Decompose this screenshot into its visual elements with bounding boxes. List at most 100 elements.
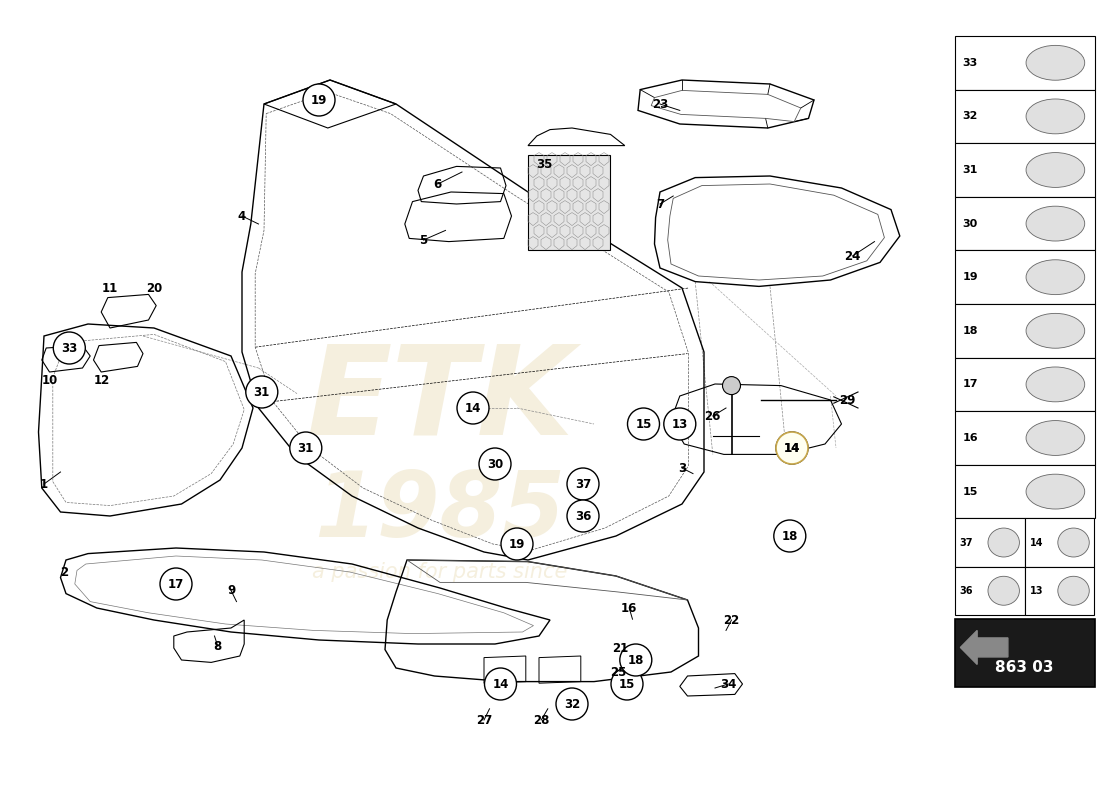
Text: 19: 19 xyxy=(509,538,525,550)
Ellipse shape xyxy=(1026,260,1085,294)
Text: 17: 17 xyxy=(962,379,978,390)
Text: 14: 14 xyxy=(1030,538,1043,547)
Circle shape xyxy=(160,568,192,600)
Text: 24: 24 xyxy=(845,250,860,262)
Bar xyxy=(955,90,1094,143)
Ellipse shape xyxy=(1058,576,1089,606)
Circle shape xyxy=(663,408,696,440)
Ellipse shape xyxy=(988,528,1020,557)
Circle shape xyxy=(566,500,600,532)
Bar xyxy=(955,518,1024,566)
Text: 16: 16 xyxy=(621,602,637,614)
Text: 18: 18 xyxy=(628,654,643,666)
Text: 5: 5 xyxy=(419,234,428,246)
Bar xyxy=(955,619,1094,687)
Bar xyxy=(1024,566,1094,615)
Circle shape xyxy=(627,408,660,440)
Text: 36: 36 xyxy=(575,510,591,522)
Text: 35: 35 xyxy=(537,158,552,170)
Text: 1985: 1985 xyxy=(315,468,565,556)
Text: 18: 18 xyxy=(782,530,797,542)
Text: 33: 33 xyxy=(62,342,77,354)
Bar xyxy=(528,154,611,250)
Text: 2: 2 xyxy=(59,566,68,578)
Bar xyxy=(955,465,1094,518)
Text: a passion for parts since: a passion for parts since xyxy=(312,562,568,582)
Text: 28: 28 xyxy=(534,714,549,726)
Text: 10: 10 xyxy=(42,374,57,386)
Text: 14: 14 xyxy=(784,442,800,454)
Text: 15: 15 xyxy=(619,678,635,690)
Text: 14: 14 xyxy=(784,442,800,454)
Text: 7: 7 xyxy=(656,198,664,210)
Text: 14: 14 xyxy=(493,678,508,690)
Bar xyxy=(955,197,1094,250)
Circle shape xyxy=(484,668,517,700)
Circle shape xyxy=(53,332,86,364)
Text: 6: 6 xyxy=(433,178,442,190)
Text: 31: 31 xyxy=(962,165,978,175)
Text: 23: 23 xyxy=(652,98,668,110)
Circle shape xyxy=(773,520,806,552)
Text: 16: 16 xyxy=(962,433,978,443)
Ellipse shape xyxy=(1058,528,1089,557)
Bar xyxy=(955,566,1024,615)
Text: 4: 4 xyxy=(238,210,246,222)
Text: 19: 19 xyxy=(962,272,978,282)
Circle shape xyxy=(245,376,278,408)
Text: 34: 34 xyxy=(720,678,736,690)
Ellipse shape xyxy=(1026,367,1085,402)
Circle shape xyxy=(776,432,808,464)
Text: 863 03: 863 03 xyxy=(996,660,1054,675)
Text: 29: 29 xyxy=(839,394,855,406)
Text: 9: 9 xyxy=(227,584,235,597)
FancyArrow shape xyxy=(960,630,1008,665)
Circle shape xyxy=(556,688,588,720)
Ellipse shape xyxy=(1026,153,1085,187)
Text: 37: 37 xyxy=(960,538,974,547)
Text: 26: 26 xyxy=(705,410,720,422)
Circle shape xyxy=(610,668,643,700)
Text: 18: 18 xyxy=(962,326,978,336)
Text: 30: 30 xyxy=(962,218,978,229)
Circle shape xyxy=(723,377,740,394)
Circle shape xyxy=(500,528,534,560)
Ellipse shape xyxy=(1026,314,1085,348)
Ellipse shape xyxy=(988,576,1020,606)
Bar xyxy=(955,250,1094,304)
Text: 13: 13 xyxy=(672,418,688,430)
Text: 22: 22 xyxy=(724,614,739,626)
Bar xyxy=(1024,518,1094,566)
Text: 20: 20 xyxy=(146,282,162,294)
Text: 33: 33 xyxy=(962,58,978,68)
Circle shape xyxy=(456,392,490,424)
Circle shape xyxy=(566,468,600,500)
Circle shape xyxy=(289,432,322,464)
Bar xyxy=(955,358,1094,411)
Text: 1: 1 xyxy=(40,478,48,490)
Text: 36: 36 xyxy=(960,586,974,596)
Ellipse shape xyxy=(1026,206,1085,241)
Text: 32: 32 xyxy=(962,111,978,122)
Text: 14: 14 xyxy=(465,402,481,414)
Text: 13: 13 xyxy=(1030,586,1043,596)
Circle shape xyxy=(619,644,652,676)
Circle shape xyxy=(776,432,808,464)
Text: 31: 31 xyxy=(298,442,314,454)
Text: 27: 27 xyxy=(476,714,492,726)
Text: 21: 21 xyxy=(613,642,628,654)
Text: 25: 25 xyxy=(610,666,626,678)
Text: 30: 30 xyxy=(487,458,503,470)
Bar xyxy=(955,143,1094,197)
Bar xyxy=(955,304,1094,358)
Ellipse shape xyxy=(1026,46,1085,80)
Text: 15: 15 xyxy=(636,418,651,430)
Circle shape xyxy=(478,448,512,480)
Text: 12: 12 xyxy=(95,374,110,386)
Text: 8: 8 xyxy=(213,640,222,653)
Text: 19: 19 xyxy=(311,94,327,106)
Ellipse shape xyxy=(1026,421,1085,455)
Text: 15: 15 xyxy=(962,486,978,497)
Text: 11: 11 xyxy=(102,282,118,294)
Bar xyxy=(955,36,1094,90)
